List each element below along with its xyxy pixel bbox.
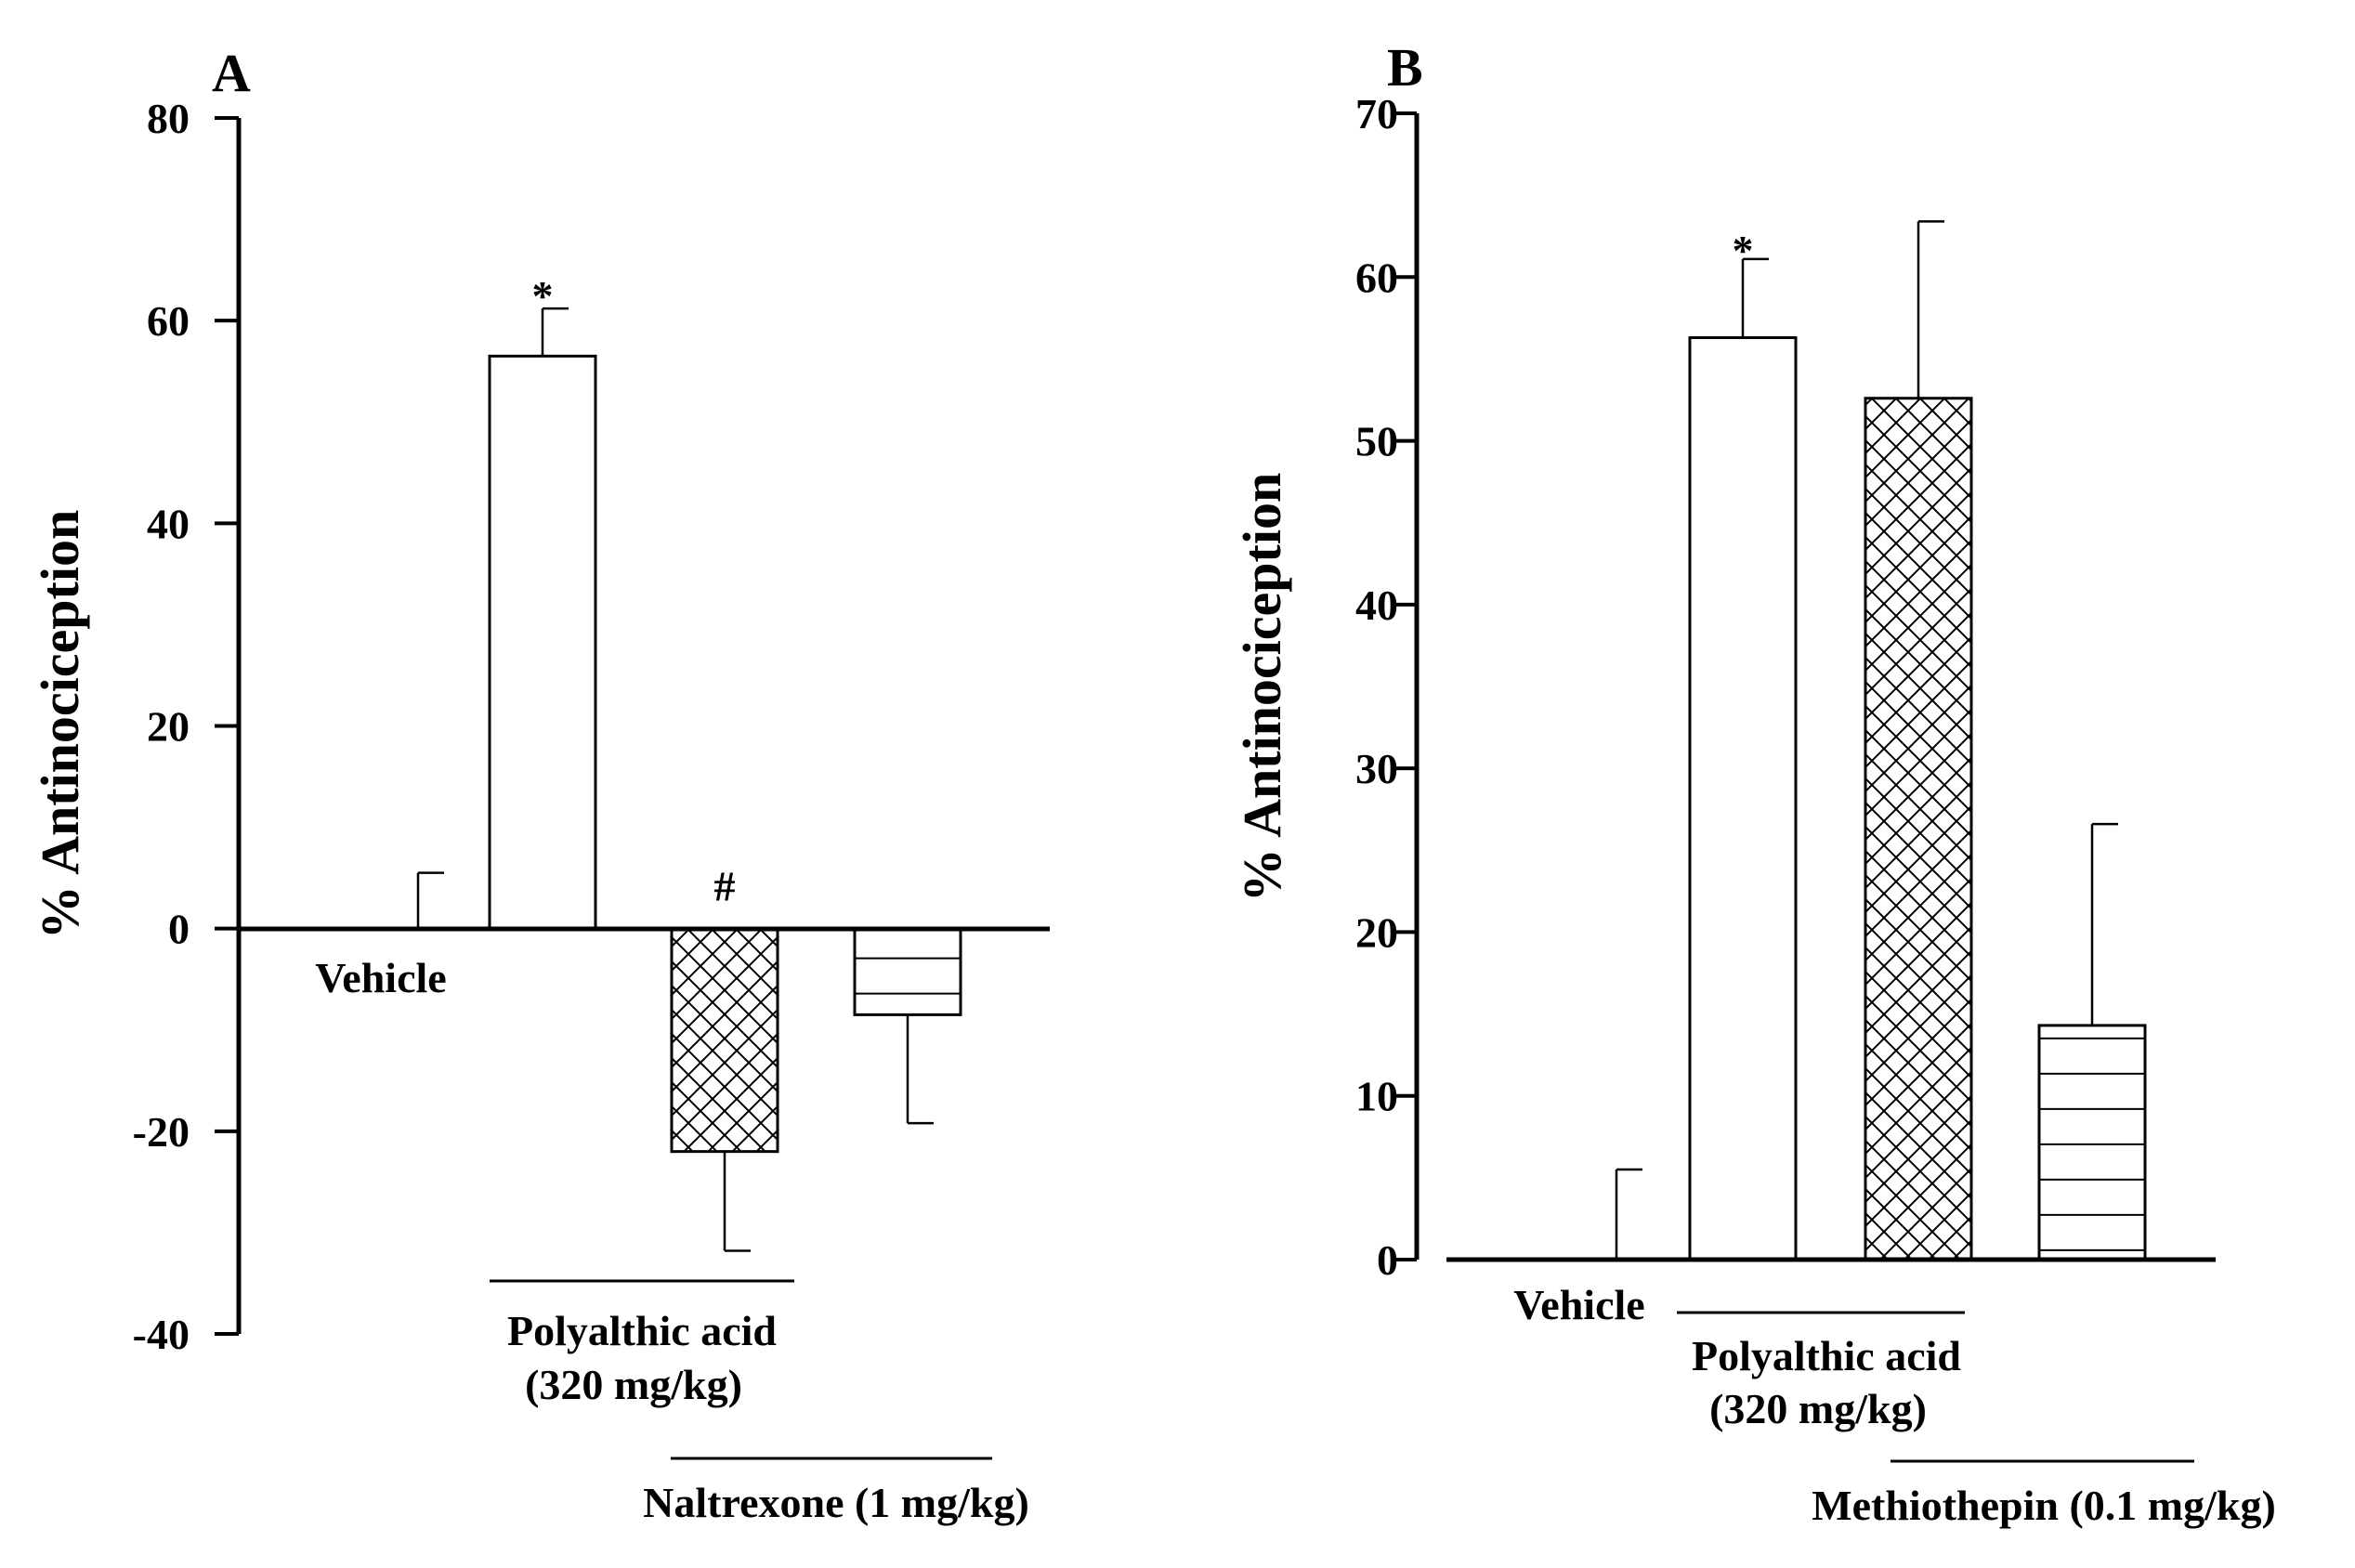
panel-a-vehicle-label: Vehicle <box>315 954 446 1001</box>
panel-b-y-tick-label: 20 <box>1355 908 1398 956</box>
panel-b-y-tick-label: 10 <box>1355 1073 1398 1120</box>
panel-b-chart: B 0 10 20 30 40 50 60 70 % Antinociception * Ve… <box>1232 37 2276 1529</box>
panel-a-treatment-dose: (320 mg/kg) <box>525 1361 742 1408</box>
panel-b-y-tick-label: 70 <box>1355 90 1398 137</box>
panel-b-letter: B <box>1387 37 1423 98</box>
panel-b-y-tick-label: 50 <box>1355 418 1398 465</box>
panel-b-bar <box>1864 397 1973 1261</box>
panel-a-y-tick-label: 40 <box>147 500 190 547</box>
panel-a-y-tick-label: -40 <box>133 1311 190 1358</box>
panel-a-y-tick-label: 20 <box>147 703 190 751</box>
panel-a-chart: A -40 -20 0 20 40 60 80 % Antinociception * # V… <box>30 43 1050 1526</box>
panel-a-letter: A <box>212 43 251 103</box>
panel-a-y-axis-title: % Antinociception <box>30 510 90 939</box>
panel-b-y-tick-label: 30 <box>1355 745 1398 792</box>
panel-a-y-tick-label: 80 <box>147 95 190 142</box>
panel-b-treatment-dose: (320 mg/kg) <box>1709 1385 1927 1432</box>
panel-b-y-tick-label: 60 <box>1355 254 1398 301</box>
panel-a-significance-mark: # <box>714 863 736 910</box>
panel-b-y-tick-label: 40 <box>1355 581 1398 629</box>
panel-a-significance-mark: * <box>532 272 554 320</box>
panel-a-bar <box>670 927 779 1154</box>
panel-b-y-axis-title: % Antinociception <box>1232 473 1292 902</box>
panel-a-y-tick-label: 60 <box>147 297 190 345</box>
panel-a-bar <box>853 927 962 1016</box>
panel-a-bar <box>488 354 597 931</box>
panel-a-y-tick-label: 0 <box>168 906 190 953</box>
panel-b-bar <box>1688 336 1798 1261</box>
panel-b-vehicle-label: Vehicle <box>1513 1281 1644 1328</box>
panel-b-treatment-label: Polyalthic acid <box>1692 1332 1961 1379</box>
panel-b-y-tick-label: 0 <box>1377 1236 1398 1284</box>
panel-a-y-tick-label: -20 <box>133 1108 190 1156</box>
panel-a-treatment-label: Polyalthic acid <box>507 1307 777 1354</box>
panel-b-significance-mark: * <box>1733 227 1754 274</box>
panel-b-antagonist-label: Methiothepin (0.1 mg/kg) <box>1812 1482 2276 1529</box>
panel-b-bar <box>2037 1024 2147 1261</box>
panel-a-antagonist-label: Naltrexone (1 mg/kg) <box>643 1479 1029 1526</box>
